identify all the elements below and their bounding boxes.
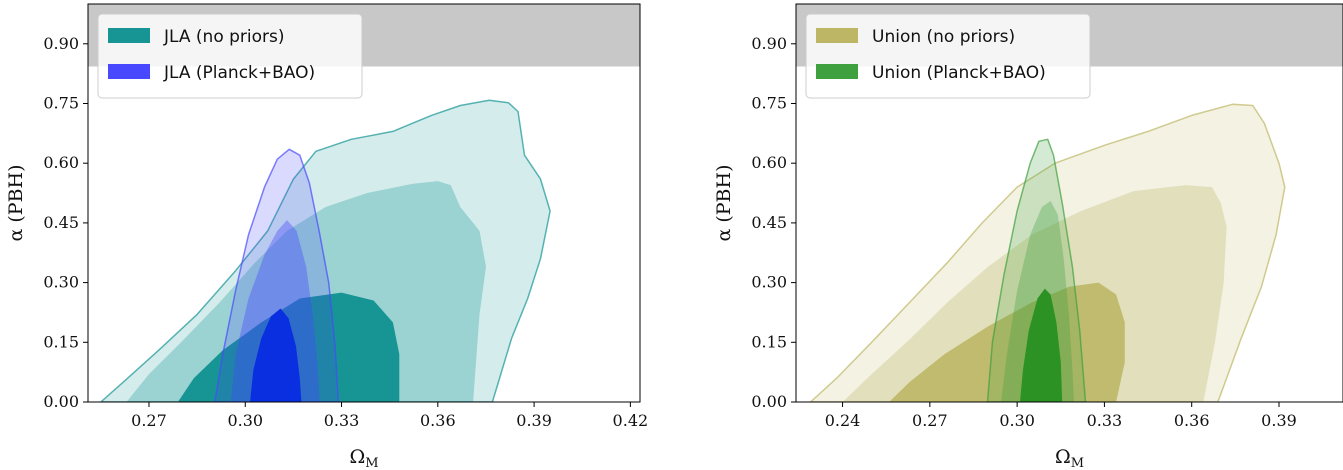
legend-box [97,13,363,99]
legend: Union (no priors) Union (Planck+BAO) [805,13,1091,99]
legend: JLA (no priors) JLA (Planck+BAO) [97,13,363,99]
axes-frame [795,3,1343,403]
y-tick-label: 0.30 [43,273,79,292]
legend-box [805,13,1091,99]
x-tick-label: 0.27 [912,411,948,430]
x-tick-label: 0.39 [516,411,552,430]
panel-2: 0.24 0.27 0.30 0.33 0.36 0.39 0.00 0.15 0.30 0.45… [713,3,1343,470]
y-tick-label: 0.90 [751,34,787,53]
x-tick-label: 0.27 [131,411,167,430]
contour-2-level-3 [1020,288,1063,402]
contour-2-level-2 [230,220,320,402]
y-tick-label: 0.00 [43,392,79,411]
y-tick-label: 0.60 [43,153,79,172]
y-tick-label: 0.30 [751,273,787,292]
y-tick-label: 0.45 [43,213,79,232]
legend-label: Union (Planck+BAO) [872,63,1046,83]
x-tick-label: 0.24 [825,411,861,430]
legend-swatch [816,64,858,79]
y-tick-label: 0.00 [751,392,787,411]
contour-1-level-1 [100,99,551,402]
x-tick-label: 0.30 [999,411,1035,430]
legend-label: Union (no priors) [872,27,1015,47]
contour-2-level-1 [214,148,340,402]
contour-1-level-3 [889,282,1125,402]
legend-swatch [108,64,150,79]
contour-2-level-3 [250,308,302,402]
y-tick-label: 0.75 [751,94,787,113]
x-tick-label: 0.36 [420,411,456,430]
legend-swatch [108,28,150,43]
x-tick-label: 0.36 [1174,411,1210,430]
x-tick-label: 0.33 [324,411,360,430]
plot-area [88,4,640,402]
x-tick-label: 0.33 [1087,411,1123,430]
y-tick-label: 0.45 [751,213,787,232]
x-axis-label: ΩM [1055,446,1084,470]
legend-swatch [816,28,858,43]
y-tick-label: 0.15 [751,332,787,351]
y-tick-label: 0.15 [43,332,79,351]
axes-frame [87,3,641,403]
contour-1-level-1 [809,103,1286,402]
legend-label: JLA (no priors) [163,27,285,47]
y-tick-label: 0.90 [43,34,79,53]
y-axis-label: α (PBH) [5,164,27,241]
contour-2-level-1 [986,138,1087,402]
y-axis-label: α (PBH) [713,164,735,241]
y-tick-label: 0.75 [43,94,79,113]
x-tick-label: 0.42 [613,411,649,430]
contour-1-level-2 [842,185,1227,402]
x-tick-label: 0.30 [227,411,263,430]
legend-label: JLA (Planck+BAO) [163,63,315,83]
y-tick-label: 0.60 [751,153,787,172]
panel-1: 0.27 0.30 0.33 0.36 0.39 0.42 0.00 0.15 0.30 0.45… [5,3,649,470]
x-tick-label: 0.39 [1261,411,1297,430]
x-axis-label: ΩM [349,446,378,470]
